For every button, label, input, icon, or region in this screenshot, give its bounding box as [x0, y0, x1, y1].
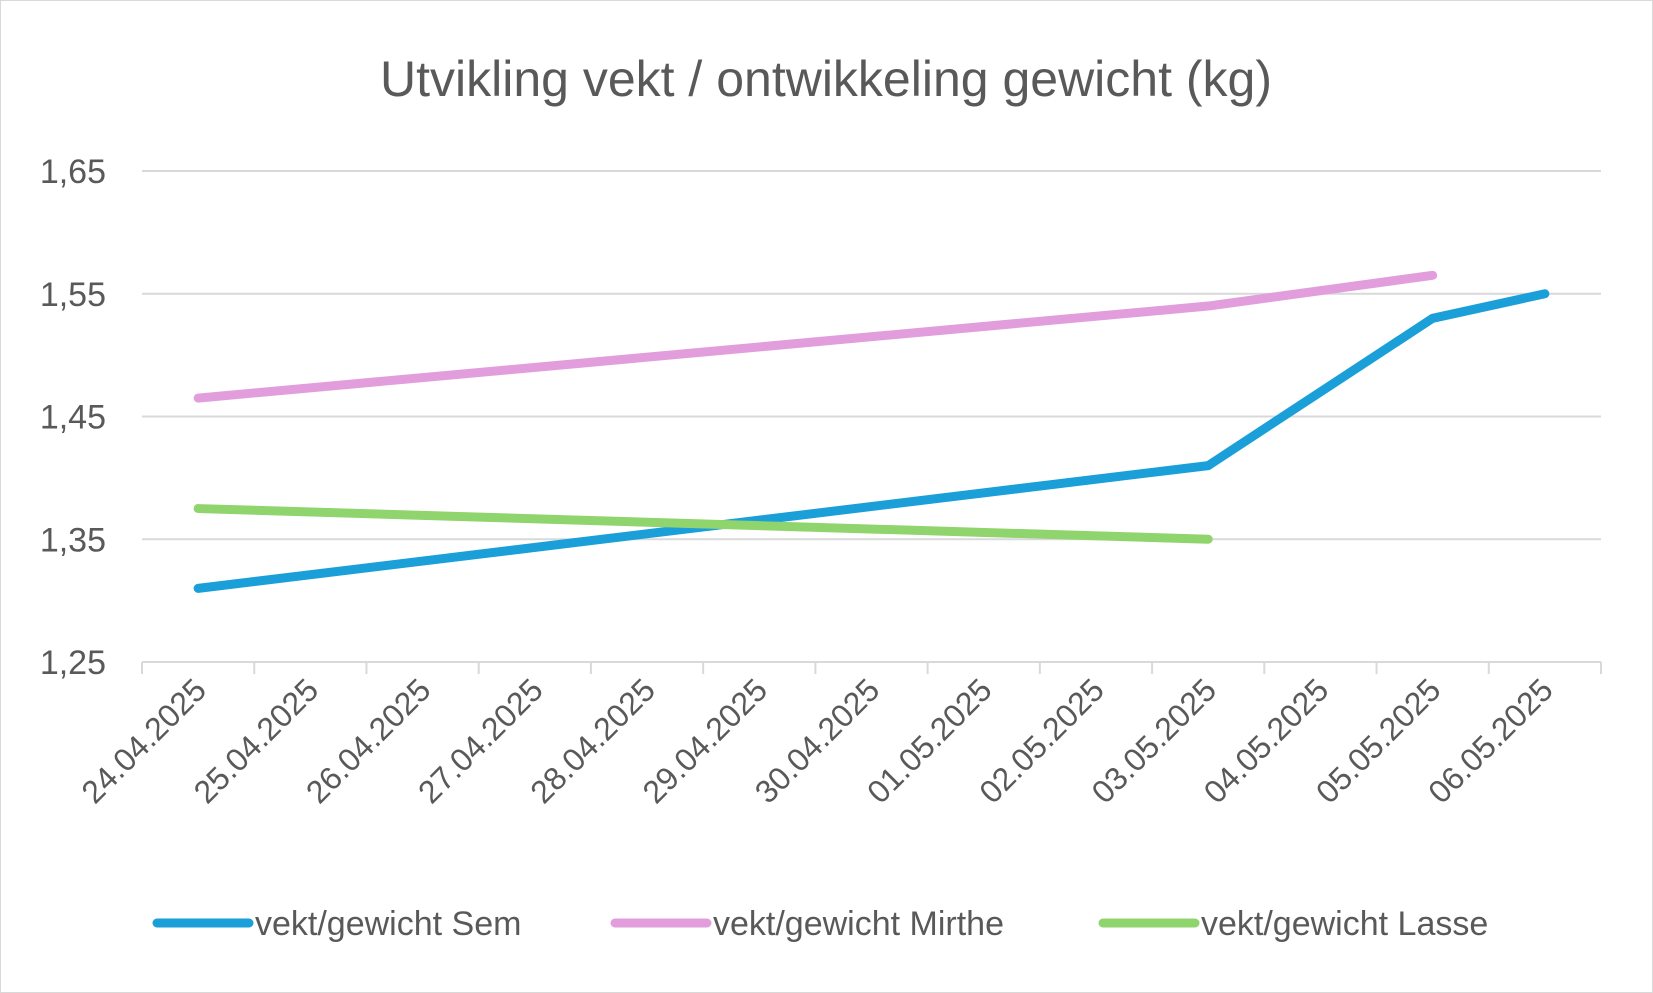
- legend: vekt/gewicht Sem vekt/gewicht Mirthe vekt/…: [152, 905, 1488, 943]
- legend-label: vekt/gewicht Sem: [255, 905, 521, 943]
- y-tick-label: 1,25: [40, 644, 106, 682]
- y-axis-tick-labels: 1,25 1,35 1,45 1,55 1,65: [40, 153, 106, 682]
- y-tick-label: 1,35: [40, 521, 106, 559]
- legend-label: vekt/gewicht Lasse: [1201, 905, 1488, 943]
- series-line: [193, 270, 1438, 403]
- series-line: [193, 504, 1213, 544]
- y-tick-label: 1,55: [40, 276, 106, 314]
- chart-title: Utvikling vekt / ontwikkeling gewicht (k…: [380, 51, 1272, 107]
- gridlines: [142, 170, 1601, 541]
- x-axis: [141, 661, 1602, 674]
- series-lines: [193, 270, 1550, 593]
- y-tick-label: 1,65: [40, 153, 106, 191]
- legend-label: vekt/gewicht Mirthe: [713, 905, 1004, 943]
- y-tick-label: 1,45: [40, 399, 106, 437]
- x-axis-tick-labels: 24.04.202525.04.202526.04.202527.04.2025…: [74, 671, 1559, 810]
